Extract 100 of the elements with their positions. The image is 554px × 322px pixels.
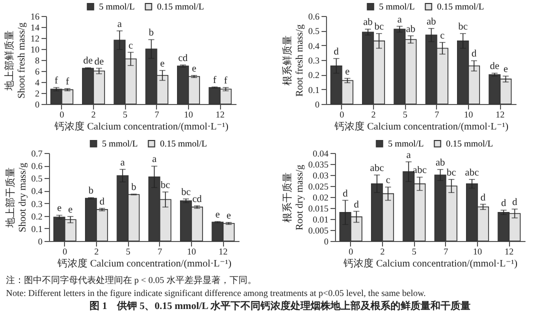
y-tick-label: 0 xyxy=(38,236,43,246)
y-tick-label: 0.01 xyxy=(312,214,328,224)
x-tick-label: 0 xyxy=(60,110,65,120)
x-tick-label: 10 xyxy=(473,246,482,256)
y-tick-label: 0.4 xyxy=(308,40,320,51)
data-label: d xyxy=(100,196,105,208)
x-tick-label: 2 xyxy=(371,110,376,120)
data-label: bc xyxy=(181,186,192,198)
y-tick-label: 0.3 xyxy=(31,198,43,209)
y-tick-label: 0.6 xyxy=(31,161,43,172)
data-label: e xyxy=(345,66,350,78)
y-axis-title: 地上部干质量 Shoot dry mass/g xyxy=(4,162,28,232)
x-tick-label: 5 xyxy=(126,246,131,256)
data-label: abc xyxy=(465,167,480,178)
data-label: f xyxy=(224,76,228,86)
data-label: a xyxy=(406,150,412,161)
data-label: b xyxy=(88,186,94,197)
y-tick-label: 4 xyxy=(35,78,40,88)
data-label: abc xyxy=(370,163,384,174)
data-label: a xyxy=(152,154,158,166)
y-tick-label: 0.1 xyxy=(308,84,320,95)
x-tick-label: 5 xyxy=(402,110,408,120)
legend-label: 5 mmol/L xyxy=(388,138,424,149)
y-tick-label: 12 xyxy=(30,34,40,44)
legend-label: 0.15 mmol/L xyxy=(160,138,207,149)
y-tick-label: 0.1 xyxy=(31,224,42,234)
data-label: bc xyxy=(446,167,457,178)
data-label: ab xyxy=(426,16,436,28)
x-tick-label: 7 xyxy=(154,110,160,120)
y-tick-label: 0.2 xyxy=(31,211,42,222)
x-tick-label: 7 xyxy=(158,246,163,256)
data-label: d xyxy=(342,188,348,200)
data-label: d xyxy=(334,46,339,58)
data-label: e xyxy=(503,64,508,76)
legend-label: 5 mmol/L xyxy=(379,2,415,12)
data-label: e xyxy=(226,210,232,222)
y-tick-label: 0.035 xyxy=(308,160,329,170)
data-label: e xyxy=(160,58,166,70)
x-tick-label: 10 xyxy=(187,246,196,256)
data-label: a xyxy=(397,14,402,26)
y-tick-label: 8 xyxy=(35,56,40,66)
data-label: cd xyxy=(178,52,188,64)
y-tick-label: 0.3 xyxy=(308,56,320,66)
y-tick-label: 0.005 xyxy=(308,226,329,236)
data-label: ab xyxy=(363,17,373,28)
data-label: e xyxy=(57,203,62,214)
y-axis-title: 根系鲜质量 Root fresh mass/g xyxy=(281,24,306,97)
x-axis-title: 钙浓度 Calcium concentration/(mmol·L⁻¹) xyxy=(342,258,518,270)
y-tick-label: 0.6 xyxy=(308,12,320,22)
data-label: f xyxy=(212,74,217,86)
y-tick-label: 0 xyxy=(315,100,320,110)
x-tick-label: 12 xyxy=(496,110,505,120)
y-tick-label: 0.04 xyxy=(312,148,329,158)
x-tick-label: 0 xyxy=(348,246,354,256)
y-axis-title: 根系干质量 Root dry mass/g xyxy=(281,164,306,230)
x-axis-title: 钙浓度 Calcium concentration/(mmol·L⁻¹) xyxy=(334,120,508,132)
data-label: d xyxy=(512,197,518,208)
data-label: b xyxy=(148,28,154,39)
y-tick-label: 16 xyxy=(30,12,40,22)
x-tick-label: 5 xyxy=(412,246,417,256)
data-label: ab xyxy=(406,24,416,35)
data-label: bc xyxy=(374,22,384,33)
text: 注：图中不同字母代表处理间在 p < 0.05 水平差异显著，下同。 xyxy=(6,274,258,287)
y-axis-title: 地上部鲜质量 Shoot fresh mass/g xyxy=(4,22,28,99)
x-tick-label: 5 xyxy=(122,110,128,120)
data-label: c xyxy=(128,40,134,52)
y-tick-label: 10 xyxy=(30,44,40,54)
y-tick-label: 0.5 xyxy=(308,26,320,36)
y-tick-label: 0.025 xyxy=(308,182,329,192)
data-label: c xyxy=(440,30,446,42)
data-label: de xyxy=(83,56,94,67)
x-tick-label: 0 xyxy=(62,246,68,256)
data-label: de xyxy=(94,56,104,68)
y-tick-label: 0.015 xyxy=(308,204,329,214)
y-tick-label: 0.2 xyxy=(308,70,320,80)
x-tick-label: 2 xyxy=(94,246,99,256)
y-tick-label: 0.4 xyxy=(31,186,43,196)
x-tick-label: 0 xyxy=(340,110,345,120)
data-label: b xyxy=(131,182,136,194)
data-label: d xyxy=(480,192,486,204)
legend-label: 0.15 mmol/L xyxy=(157,2,204,12)
y-tick-label: 0.03 xyxy=(312,170,329,180)
x-tick-label: 10 xyxy=(464,110,474,120)
y-tick-label: 0.02 xyxy=(312,192,328,202)
x-axis-title: 钙浓度 Calcium concentration/(mmol·L⁻¹) xyxy=(56,258,232,270)
y-tick-label: 0 xyxy=(324,236,329,246)
x-tick-label: 7 xyxy=(434,110,440,120)
data-label: d xyxy=(354,199,359,210)
y-tick-label: 0 xyxy=(35,100,40,110)
data-label: d xyxy=(472,48,477,60)
data-label: c xyxy=(386,175,391,186)
legend-label: 0.15 mmol/L xyxy=(446,138,493,149)
data-label: e xyxy=(215,210,220,221)
data-label: e xyxy=(68,204,74,216)
data-label: bc xyxy=(160,180,171,191)
data-label: bc xyxy=(458,22,468,33)
caption: 图 1 供钾 5、0.15 mmol/L 水平下不同钙浓度处理烟株地上部及根系的鲜质量和干质量 xyxy=(88,300,472,313)
data-label: ab xyxy=(436,158,446,168)
x-tick-label: 2 xyxy=(91,110,96,120)
data-label: a xyxy=(117,18,122,30)
